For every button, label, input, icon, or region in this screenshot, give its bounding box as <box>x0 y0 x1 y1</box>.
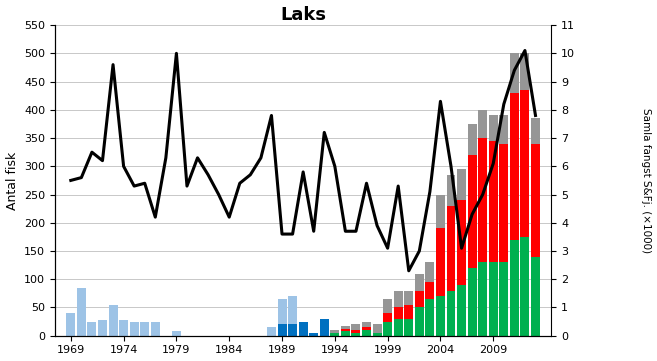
Bar <box>468 155 476 268</box>
Bar <box>404 291 413 305</box>
Bar <box>267 327 276 336</box>
Bar <box>66 313 76 336</box>
Bar <box>425 299 434 336</box>
Bar <box>288 325 297 336</box>
Bar <box>478 110 487 138</box>
Bar <box>394 319 403 336</box>
Bar <box>351 325 361 330</box>
Bar <box>499 262 509 336</box>
Bar <box>309 333 318 336</box>
Bar <box>351 333 361 336</box>
Bar <box>341 331 350 336</box>
Bar <box>404 305 413 319</box>
Bar <box>330 333 339 336</box>
Bar <box>457 285 466 336</box>
Title: Laks: Laks <box>280 5 326 23</box>
Bar <box>351 330 361 333</box>
Bar <box>383 299 392 313</box>
Bar <box>87 322 97 336</box>
Bar <box>129 322 139 336</box>
Bar <box>531 144 540 257</box>
Bar <box>499 144 509 262</box>
Bar <box>341 333 350 336</box>
Bar <box>489 141 498 262</box>
Bar <box>436 296 445 336</box>
Bar <box>98 320 107 336</box>
Bar <box>394 308 403 319</box>
Bar <box>425 262 434 282</box>
Bar <box>447 291 455 336</box>
Bar <box>510 53 519 93</box>
Bar <box>436 195 445 229</box>
Bar <box>415 291 424 308</box>
Bar <box>478 138 487 262</box>
Bar <box>288 296 297 336</box>
Bar <box>373 333 382 336</box>
Bar <box>531 118 540 144</box>
Bar <box>383 322 392 336</box>
Bar <box>425 282 434 299</box>
Bar <box>468 268 476 336</box>
Bar <box>151 322 160 336</box>
Bar <box>362 330 371 336</box>
Bar <box>119 320 128 336</box>
Bar <box>140 322 149 336</box>
Bar <box>447 175 455 206</box>
Bar <box>77 288 86 336</box>
Bar <box>362 322 371 327</box>
Bar <box>436 229 445 296</box>
Bar <box>489 116 498 141</box>
Bar <box>172 331 181 336</box>
Bar <box>383 313 392 322</box>
Bar <box>394 291 403 308</box>
Bar <box>510 93 519 240</box>
Bar <box>351 333 361 336</box>
Bar <box>330 330 339 333</box>
Bar <box>383 333 392 336</box>
Bar <box>478 262 487 336</box>
Bar <box>447 206 455 291</box>
Bar <box>520 53 530 90</box>
Bar <box>299 322 307 336</box>
Bar <box>330 330 339 336</box>
Bar <box>341 326 350 329</box>
Bar <box>520 237 530 336</box>
Bar <box>489 262 498 336</box>
Bar <box>362 333 371 336</box>
Bar <box>362 327 371 330</box>
Bar <box>277 299 286 336</box>
Bar <box>468 124 476 155</box>
Bar <box>320 319 328 336</box>
Bar <box>108 305 118 336</box>
Bar <box>531 257 540 336</box>
Bar <box>277 325 286 336</box>
Bar <box>510 240 519 336</box>
Bar <box>520 90 530 237</box>
Bar <box>457 200 466 285</box>
Bar <box>404 319 413 336</box>
Bar <box>373 325 382 333</box>
Bar <box>457 169 466 200</box>
Y-axis label: Samla fangst S&Fj. (×1000): Samla fangst S&Fj. (×1000) <box>641 108 652 253</box>
Bar <box>415 274 424 291</box>
Y-axis label: Antal fisk: Antal fisk <box>5 151 18 209</box>
Bar <box>373 333 382 336</box>
Bar <box>499 116 509 144</box>
Bar <box>415 308 424 336</box>
Bar <box>341 329 350 331</box>
